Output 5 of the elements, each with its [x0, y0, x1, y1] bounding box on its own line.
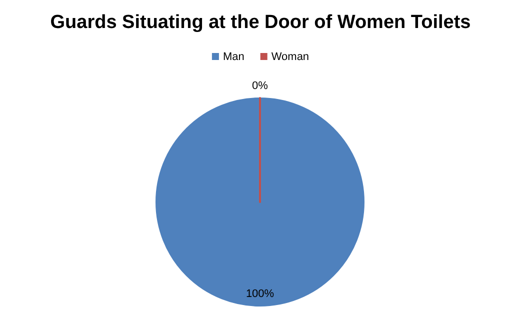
legend-label: Man — [222, 50, 244, 63]
text: 0% — [252, 80, 268, 92]
data-label: 100% — [246, 288, 274, 300]
chart-title: Guards Situating at the Door of Women Toilets — [50, 12, 471, 33]
legend-label: Woman — [271, 50, 310, 63]
